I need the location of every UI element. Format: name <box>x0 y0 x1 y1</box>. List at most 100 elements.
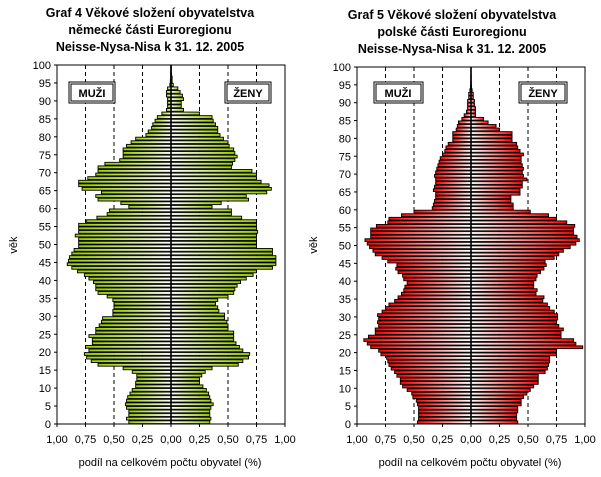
bar-men-age-33 <box>113 301 172 306</box>
bar-women-age-12 <box>170 377 200 381</box>
bar-men-age-78 <box>130 140 172 145</box>
bar-men-age-44 <box>396 263 472 267</box>
bar-men-age-38 <box>95 283 172 288</box>
bar-men-age-45 <box>387 259 472 264</box>
bar-men-age-18 <box>386 356 472 360</box>
bar-women-age-3 <box>470 409 519 414</box>
chart-2-title-line-3: Neisse-Nysa-Nisa k 31. 12. 2005 <box>358 42 546 56</box>
bar-women-age-11 <box>170 380 200 385</box>
bar-men-age-49 <box>369 245 472 250</box>
bar-women-age-3 <box>170 409 211 414</box>
bar-women-age-67 <box>170 179 262 184</box>
y-tick-label: 5 <box>45 401 51 413</box>
x-tick-label: 0,75 <box>75 434 96 446</box>
bar-men-age-52 <box>74 233 172 238</box>
bar-women-age-58 <box>170 212 232 216</box>
chart-1-title-line-2: německé části Euroregionu <box>68 23 231 37</box>
bar-men-age-25 <box>95 330 172 335</box>
x-tick-label: 0,00 <box>460 434 481 446</box>
bar-men-age-17 <box>90 359 172 364</box>
bar-men-age-9 <box>131 388 172 392</box>
bar-women-age-41 <box>170 273 254 277</box>
bar-men-age-12 <box>136 377 172 381</box>
bar-women-age-90 <box>170 97 184 101</box>
bar-men-age-15 <box>390 366 472 371</box>
bar-men-age-12 <box>399 377 472 382</box>
bar-men-age-66 <box>434 184 472 189</box>
bar-men-age-69 <box>95 172 172 177</box>
bar-men-age-71 <box>97 165 172 170</box>
bar-men-age-37 <box>95 287 172 292</box>
y-tick-label: 20 <box>339 348 351 360</box>
bar-men-age-82 <box>455 127 472 132</box>
bar-women-age-55 <box>470 224 576 228</box>
bar-women-age-46 <box>170 255 277 259</box>
legend-box-men: MUŽI <box>68 81 116 104</box>
bar-women-age-31 <box>170 309 220 313</box>
y-tick-label: 30 <box>339 312 351 324</box>
bar-women-age-42 <box>470 270 541 275</box>
bar-men-age-40 <box>88 276 172 281</box>
bar-men-age-19 <box>83 352 172 356</box>
bar-women-age-85 <box>170 115 213 119</box>
bar-women-age-13 <box>470 373 539 378</box>
bar-women-age-10 <box>470 384 535 389</box>
bar-men-age-30 <box>112 312 172 317</box>
bar-women-age-57 <box>170 215 243 220</box>
x-tick-label: 1,00 <box>346 434 367 446</box>
bar-women-age-92 <box>170 90 181 94</box>
legend-box-men: MUŽI <box>373 81 424 104</box>
bar-men-age-7 <box>412 395 472 400</box>
bar-women-age-34 <box>170 298 219 302</box>
bar-men-age-66 <box>78 183 172 188</box>
bar-women-age-37 <box>170 287 236 292</box>
bar-women-age-27 <box>170 323 229 328</box>
bar-men-age-63 <box>435 195 472 200</box>
y-tick-label: 35 <box>39 293 51 305</box>
bar-men-age-15 <box>122 366 172 371</box>
bar-women-age-12 <box>470 377 539 382</box>
bar-men-age-27 <box>378 323 472 328</box>
legend-box-women: ŽENY <box>224 81 272 104</box>
bar-women-age-15 <box>470 366 548 371</box>
x-tick-label: 0,75 <box>546 434 567 446</box>
bar-women-age-35 <box>470 295 545 300</box>
chart-1-title-line-1: Graf 4 Věkové složení obyvatelstva <box>46 6 255 20</box>
bar-women-age-21 <box>470 345 584 350</box>
bar-men-age-21 <box>85 344 172 349</box>
bar-women-age-77 <box>170 143 230 148</box>
bar-men-age-49 <box>78 244 172 249</box>
bar-women-age-64 <box>470 191 521 196</box>
bar-women-age-81 <box>170 129 219 134</box>
bar-men-age-4 <box>418 406 472 410</box>
bar-women-age-60 <box>170 204 213 209</box>
bar-men-age-4 <box>126 406 172 410</box>
bar-men-age-48 <box>372 249 472 253</box>
bar-men-age-84 <box>154 118 172 123</box>
y-tick-label: 60 <box>339 205 351 217</box>
bar-women-age-43 <box>470 266 545 271</box>
chart-1-title-line-3: Neisse-Nysa-Nisa k 31. 12. 2005 <box>56 40 244 54</box>
bar-women-age-85 <box>470 116 484 121</box>
bar-women-age-88 <box>170 104 182 109</box>
bar-women-age-31 <box>470 309 555 314</box>
bar-men-age-28 <box>101 319 172 324</box>
bar-men-age-46 <box>69 255 172 259</box>
bar-men-age-83 <box>456 124 472 128</box>
bar-men-age-29 <box>378 316 472 321</box>
bar-women-age-42 <box>170 269 257 274</box>
bar-men-age-63 <box>95 194 172 198</box>
bar-men-age-73 <box>438 159 472 164</box>
bar-men-age-22 <box>91 341 172 346</box>
bar-women-age-5 <box>170 402 214 407</box>
x-tick-label: 0,00 <box>160 434 181 446</box>
chart-2-title-line-1: Graf 5 Věkové složení obyvatelstva <box>348 8 557 22</box>
y-tick-label: 25 <box>39 329 51 341</box>
bar-women-age-25 <box>170 330 235 335</box>
bar-women-age-47 <box>470 252 560 257</box>
bar-men-age-48 <box>73 248 172 252</box>
bar-women-age-56 <box>470 220 568 225</box>
bar-women-age-36 <box>170 291 235 295</box>
y-tick-label: 30 <box>39 311 51 323</box>
y-tick-label: 75 <box>339 151 351 163</box>
